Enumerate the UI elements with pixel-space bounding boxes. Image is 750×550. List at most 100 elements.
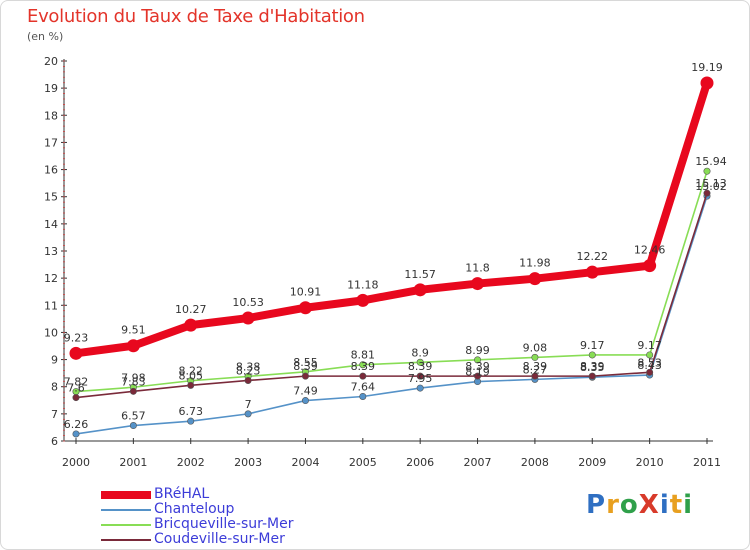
x-tick-label: 2010	[636, 456, 664, 469]
data-label: 11.98	[519, 257, 551, 270]
data-label: 10.53	[232, 296, 264, 309]
legend-item: BRéHAL	[101, 486, 401, 502]
data-point	[241, 311, 255, 325]
y-tick-label: 9	[51, 354, 58, 367]
x-tick-label: 2009	[578, 456, 606, 469]
data-label: 15.02	[695, 180, 727, 193]
x-tick-label: 2006	[406, 456, 434, 469]
data-label: 6.57	[121, 410, 146, 423]
legend-label: BRéHAL	[154, 486, 210, 502]
data-label: 6.73	[178, 405, 203, 418]
legend-item: Chanteloup	[101, 501, 401, 517]
y-tick-label: 15	[44, 191, 58, 204]
data-point	[129, 387, 137, 395]
data-point	[359, 361, 367, 369]
data-point	[643, 259, 657, 273]
logo-letter: o	[619, 490, 639, 520]
proxiti-logo: ProXiti	[586, 490, 693, 520]
data-label: 8.35	[580, 361, 605, 374]
series-line	[75, 170, 708, 393]
data-point	[703, 189, 711, 197]
data-point	[413, 283, 427, 297]
data-point	[416, 384, 424, 392]
y-tick-label: 16	[44, 164, 58, 177]
data-label: 7.6	[67, 382, 85, 395]
data-label: 15.13	[695, 177, 727, 190]
data-label: 11.18	[347, 278, 379, 291]
series-line	[75, 192, 708, 399]
data-label: 7	[245, 398, 252, 411]
data-point	[356, 293, 370, 307]
data-point	[703, 167, 711, 175]
series-line	[75, 195, 708, 435]
data-point	[298, 301, 312, 315]
data-label: 7.83	[121, 375, 146, 388]
data-label: 8.99	[465, 344, 490, 357]
data-point	[244, 410, 252, 418]
legend-item: Bricqueville-sur-Mer	[101, 516, 401, 532]
data-label: 11.8	[465, 262, 490, 275]
logo-letter: i	[683, 490, 694, 520]
chart-title: Evolution du Taux de Taxe d'Habitation	[27, 6, 365, 27]
logo-letter: r	[606, 490, 620, 520]
legend-swatch	[101, 524, 151, 526]
data-label: 8.22	[178, 365, 203, 378]
y-tick-label: 17	[44, 136, 58, 149]
data-label: 9.51	[121, 324, 146, 337]
legend-swatch	[101, 539, 151, 541]
data-point	[359, 372, 367, 380]
logo-letter: t	[669, 490, 684, 520]
data-point	[416, 358, 424, 366]
data-point	[126, 339, 140, 353]
legend-label: Coudeville-sur-Mer	[154, 531, 285, 547]
data-point	[474, 372, 482, 380]
logo-letter: i	[659, 490, 670, 520]
y-tick-label: 19	[44, 82, 58, 95]
data-label: 8.55	[293, 356, 318, 369]
data-label: 7.49	[293, 385, 318, 398]
logo-letter: X	[638, 490, 660, 520]
data-label: 7.95	[408, 372, 433, 385]
data-label: 9.08	[523, 341, 548, 354]
legend-label: Bricqueville-sur-Mer	[154, 516, 294, 532]
data-label: 12.46	[634, 244, 666, 257]
data-label: 8.38	[236, 360, 261, 373]
data-point	[416, 372, 424, 380]
y-tick-label: 7	[51, 408, 58, 421]
data-label: 8.23	[236, 364, 261, 377]
y-tick-label: 13	[44, 245, 58, 258]
data-point	[646, 351, 654, 359]
data-label: 8.05	[178, 369, 203, 382]
data-label: 8.39	[580, 360, 605, 373]
data-label: 7.98	[121, 371, 146, 384]
data-point	[474, 356, 482, 364]
x-tick-label: 2000	[62, 456, 90, 469]
data-point	[700, 76, 714, 90]
chart-legend: BRéHAL Chanteloup Bricqueville-sur-Mer Coud…	[101, 486, 401, 547]
data-label: 11.57	[404, 268, 436, 281]
data-label: 8.81	[351, 349, 376, 362]
data-label: 9.17	[580, 339, 605, 352]
data-label: 7.82	[64, 376, 89, 389]
y-tick-label: 8	[51, 381, 58, 394]
data-point	[471, 277, 485, 291]
data-label: 8.39	[465, 360, 490, 373]
data-point	[359, 392, 367, 400]
y-tick-label: 14	[44, 218, 58, 231]
data-label: 6.26	[64, 418, 89, 431]
x-tick-label: 2011	[693, 456, 721, 469]
data-point	[244, 376, 252, 384]
data-label: 8.19	[465, 366, 490, 379]
data-label: 8.39	[351, 360, 376, 373]
legend-item: Coudeville-sur-Mer	[101, 531, 401, 547]
x-tick-label: 2005	[349, 456, 377, 469]
data-label: 19.19	[691, 61, 723, 74]
data-label: 10.27	[175, 303, 207, 316]
data-point	[646, 368, 654, 376]
data-point	[588, 372, 596, 380]
data-label: 8.43	[637, 359, 662, 372]
data-point	[301, 397, 309, 405]
legend-label: Chanteloup	[154, 501, 235, 517]
data-point	[72, 394, 80, 402]
